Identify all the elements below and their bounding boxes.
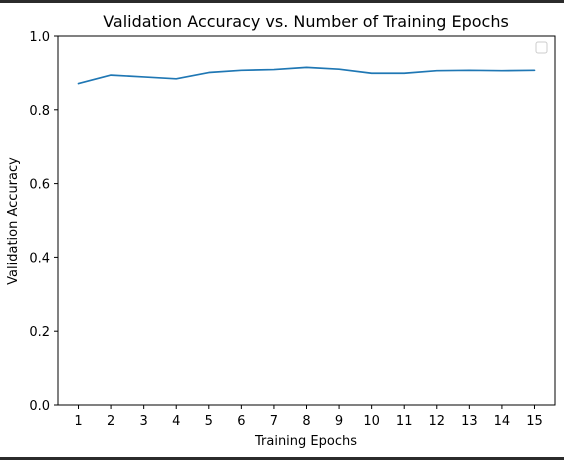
series-layer: [77, 66, 536, 85]
x-tick-label: 13: [461, 414, 478, 429]
y-tick-label: 1.0: [29, 30, 50, 45]
x-tick-label: 4: [172, 414, 180, 429]
y-axis: 0.0 0.2 0.4 0.6 0.8 1.0: [29, 30, 58, 414]
legend: [535, 41, 548, 54]
window-frame-top: [0, 0, 564, 3]
x-tick-label: 1: [74, 414, 82, 429]
x-tick-label: 5: [205, 414, 213, 429]
series-line: [77, 66, 536, 85]
x-tick-label: 11: [396, 414, 413, 429]
x-axis-label: Training Epochs: [254, 434, 357, 449]
y-tick-label: 0.6: [29, 178, 50, 193]
y-tick-label: 0.0: [29, 399, 50, 414]
x-tick-label: 3: [140, 414, 148, 429]
y-tick-label: 0.4: [29, 251, 50, 266]
chart-title: Validation Accuracy vs. Number of Traini…: [103, 12, 509, 31]
x-tick-label: 14: [494, 414, 511, 429]
window-frame-bottom: [0, 457, 564, 460]
y-tick-label: 0.8: [29, 104, 50, 119]
x-tick-label: 9: [335, 414, 343, 429]
x-tick-label: 7: [270, 414, 278, 429]
x-tick-label: 10: [363, 414, 380, 429]
y-tick-label: 0.2: [29, 325, 50, 340]
x-axis: 1 2 3 4 5 6 7 8 9 10 11 12 13 14 15: [74, 405, 543, 429]
y-axis-label: Validation Accuracy: [6, 157, 21, 285]
plot-area: [57, 35, 556, 406]
x-tick-label: 2: [107, 414, 115, 429]
x-tick-label: 12: [429, 414, 446, 429]
x-tick-label: 8: [302, 414, 310, 429]
x-tick-label: 6: [237, 414, 245, 429]
x-tick-label: 15: [526, 414, 543, 429]
